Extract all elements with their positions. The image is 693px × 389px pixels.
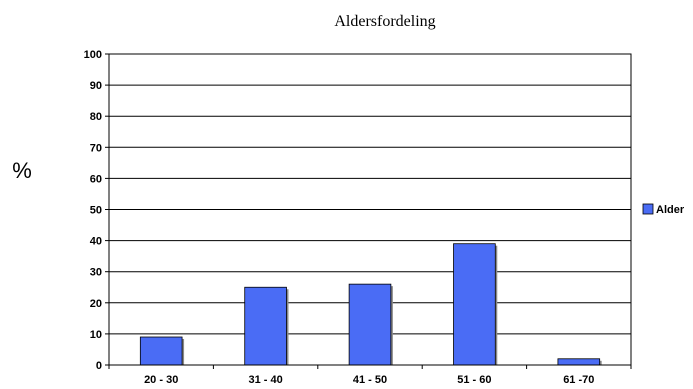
- bar: [139, 336, 183, 366]
- bar: [348, 283, 392, 366]
- y-tick-label: 10: [90, 329, 102, 341]
- y-axis-label: %: [12, 158, 32, 183]
- bar: [557, 358, 601, 366]
- y-tick-label: 70: [90, 142, 102, 154]
- legend: Alder: [642, 203, 685, 216]
- y-axis-ticks: 0 10 20 30 40 50 60 70 80 90 100: [84, 49, 109, 372]
- x-tick-label: 41 - 50: [353, 374, 387, 386]
- y-tick-label: 60: [90, 173, 102, 185]
- y-tick-label: 20: [90, 298, 102, 310]
- y-tick-label: 50: [90, 205, 102, 217]
- x-axis-ticks: 20 - 30 31 - 40 41 - 50 51 - 60 61 -70: [108, 365, 632, 386]
- y-tick-label: 30: [90, 267, 102, 279]
- bar: [453, 243, 496, 366]
- plot-frame: [108, 53, 632, 366]
- legend-label: Alder: [656, 204, 685, 216]
- x-tick-label: 31 - 40: [248, 374, 282, 386]
- y-tick-label: 0: [96, 360, 102, 372]
- y-tick-label: 80: [90, 111, 102, 123]
- x-tick-label: 51 - 60: [457, 374, 491, 386]
- chart-title: Aldersfordeling: [334, 13, 435, 30]
- bars: [139, 243, 602, 366]
- x-tick-label: 20 - 30: [144, 374, 178, 386]
- y-tick-label: 100: [84, 49, 102, 61]
- x-tick-label: 61 -70: [563, 374, 594, 386]
- y-tick-label: 40: [90, 236, 102, 248]
- legend-swatch: [642, 203, 654, 215]
- y-tick-label: 90: [90, 80, 102, 92]
- bar: [244, 286, 287, 366]
